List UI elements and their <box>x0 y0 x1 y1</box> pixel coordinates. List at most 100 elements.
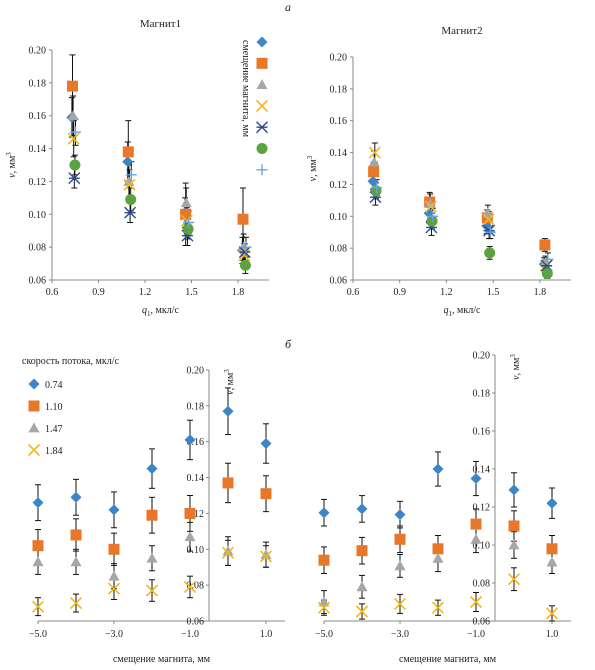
data-point-triangle <box>108 570 120 581</box>
legend-marker-x <box>27 443 41 457</box>
y-tick-label: 0.20 <box>473 351 491 362</box>
legend-label: 0.74 <box>45 380 63 391</box>
y-tick-label: 0.08 <box>29 243 47 254</box>
legend-marker-diamond <box>28 378 40 390</box>
data-point-plus <box>484 226 496 238</box>
y-tick-label: 0.14 <box>29 144 47 155</box>
data-point-diamond <box>394 509 406 521</box>
x-tick-label: 1.8 <box>534 287 547 298</box>
legend-marker-square <box>256 57 268 69</box>
data-point-circle <box>69 159 81 171</box>
legend-marker-star <box>256 121 268 134</box>
data-point-x <box>545 607 559 620</box>
data-point-square <box>260 488 272 500</box>
y-tick-label: 0.06 <box>29 276 47 287</box>
data-point-plus <box>70 126 81 138</box>
y-tick-label: 0.06 <box>473 617 491 628</box>
y-tick-label: 0.14 <box>473 465 491 476</box>
data-point-diamond <box>470 473 482 484</box>
x-tick-label: 1.2 <box>139 287 152 298</box>
y-tick-label: 0.20 <box>330 53 348 64</box>
y-tick-label: 0.16 <box>187 437 205 448</box>
data-point-square <box>368 166 380 178</box>
y-tick-label: 0.06 <box>330 276 348 287</box>
data-point-plus <box>427 210 439 222</box>
legend-top-title: смещение магнита, мм <box>240 40 251 138</box>
chart-title: Магнит2 <box>441 25 482 37</box>
data-point-plus <box>183 217 195 228</box>
y-axis-label: v, мм3 <box>223 369 236 395</box>
data-point-x <box>145 584 159 597</box>
x-axis-label: смещение магнита, мм <box>113 654 211 665</box>
data-point-diamond <box>356 503 368 515</box>
data-point-x <box>123 178 136 191</box>
y-tick-label: 0.10 <box>473 541 491 552</box>
x-tick-label: 0.9 <box>92 287 105 298</box>
x-tick-label: 1.5 <box>487 287 500 298</box>
data-point-star <box>68 172 81 185</box>
y-tick-label: 0.10 <box>187 545 205 556</box>
data-point-square <box>508 520 520 532</box>
y-axis-label: v, мм3 <box>5 152 18 178</box>
x-tick-label: 1.0 <box>260 629 273 640</box>
data-point-x <box>368 146 381 159</box>
legend-marker-triangle <box>28 422 40 433</box>
legend-bottom-title: скорость потока, мкл/с <box>22 356 119 367</box>
data-point-x <box>67 132 80 145</box>
y-tick-label: 0.12 <box>29 177 47 188</box>
data-point-triangle <box>394 560 406 571</box>
data-point-square <box>432 543 444 555</box>
data-point-triangle <box>368 156 380 167</box>
data-point-square <box>539 239 551 251</box>
data-point-square <box>180 208 192 220</box>
y-tick-label: 0.08 <box>473 579 491 590</box>
data-point-square <box>318 554 330 566</box>
y-tick-label: 0.14 <box>330 148 348 159</box>
data-point-square <box>356 545 368 557</box>
chart-offset-2: 0.06 0.08 0.10 0.12 0.14 0.16 0.18 0.20 −5.0 −3.0… <box>315 351 571 665</box>
data-point-triangle <box>146 552 158 563</box>
data-point-plus <box>371 182 383 194</box>
data-point-square <box>67 80 78 92</box>
data-point-x <box>355 605 369 618</box>
x-tick-label: −1.0 <box>181 629 199 640</box>
data-point-triangle <box>70 556 82 567</box>
data-point-diamond <box>122 156 134 168</box>
chart-offset-1: 0.060.080.100.120.140.160.180.20−5.0−3.0… <box>29 366 285 665</box>
data-point-triangle <box>184 531 196 542</box>
data-point-square <box>184 507 196 519</box>
data-point-square <box>122 146 134 158</box>
data-point-diamond <box>146 463 158 475</box>
x-tick-label: 1.5 <box>185 287 198 298</box>
y-tick-label: 0.16 <box>330 116 348 127</box>
data-point-triangle <box>546 556 558 567</box>
data-point-circle <box>541 268 553 280</box>
chart-magnet-1: 0.06 0.08 0.10 0.12 0.14 0.16 0.18 0.20 0.6 0.9 1.… <box>5 18 269 318</box>
data-point-x <box>424 200 437 213</box>
legend-marker-x <box>255 99 269 112</box>
data-point-x <box>69 597 83 610</box>
data-point-triangle <box>356 581 368 592</box>
y-tick-label: 0.18 <box>473 389 491 400</box>
data-point-square <box>70 529 82 541</box>
y-tick-label: 0.10 <box>29 210 47 221</box>
data-point-circle <box>125 194 137 205</box>
data-point-star <box>238 246 251 259</box>
data-point-x <box>221 546 235 559</box>
data-point-x <box>31 600 45 613</box>
legend-label: 1.10 <box>45 402 63 413</box>
x-axis-label: q1, мкл/с <box>444 305 481 318</box>
data-point-plus <box>125 169 137 181</box>
y-tick-label: 0.10 <box>330 212 348 223</box>
data-point-star <box>483 224 496 237</box>
y-tick-label: 0.20 <box>187 366 205 377</box>
y-tick-label: 0.08 <box>187 581 205 592</box>
data-point-square <box>546 543 558 555</box>
y-tick-label: 0.18 <box>187 401 205 412</box>
data-point-diamond <box>367 175 379 187</box>
data-point-x <box>259 550 273 563</box>
x-axis-label: смещение магнита, мм <box>399 654 497 665</box>
y-tick-label: 0.12 <box>330 180 348 191</box>
y-tick-label: 0.16 <box>29 111 47 122</box>
data-point-diamond <box>546 497 558 509</box>
